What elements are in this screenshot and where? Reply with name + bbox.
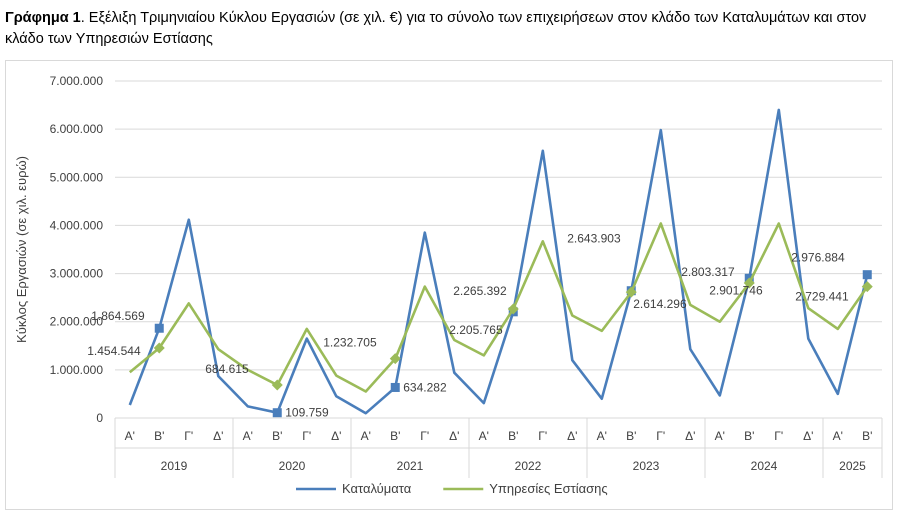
x-year-label: 2019 — [161, 459, 188, 473]
y-tick-label: 1.000.000 — [50, 363, 104, 377]
data-point-marker — [861, 281, 873, 293]
x-year-label: 2020 — [279, 459, 306, 473]
x-tick-label: Γ' — [656, 429, 665, 443]
data-point-marker — [154, 323, 164, 333]
x-tick-label: Β' — [272, 429, 282, 443]
y-tick-label: 5.000.000 — [50, 170, 104, 184]
data-label: 1.864.569 — [91, 309, 145, 323]
y-tick-label: 0 — [96, 411, 103, 425]
y-axis-title: Κύκλος Εργασιών (σε χιλ. ευρώ) — [14, 156, 29, 343]
line-chart: 0 1.000.000 2.000.000 3.000.000 4.000.000 5.0… — [14, 74, 883, 496]
data-label: 1.454.544 — [87, 344, 141, 358]
data-point-marker — [271, 379, 283, 391]
legend: Καταλύματα Υπηρεσίες Εστίασης — [296, 481, 608, 496]
series-lines — [128, 108, 873, 418]
x-tick-label: Β' — [508, 429, 518, 443]
data-label: 2.729.441 — [795, 290, 849, 304]
x-tick-label: Β' — [862, 429, 872, 443]
chart-caption: Γράφημα 1. Εξέλιξη Τριμηνιαίου Κύκλου Ερ… — [5, 8, 895, 50]
x-tick-label: Α' — [597, 429, 607, 443]
x-tick-label: Δ' — [803, 429, 813, 443]
data-point-marker — [390, 382, 400, 392]
data-label: 2.803.317 — [681, 265, 735, 279]
data-label: 2.643.903 — [567, 232, 621, 246]
x-tick-label: Γ' — [774, 429, 783, 443]
x-tick-label: Γ' — [538, 429, 547, 443]
data-point-marker — [862, 270, 872, 280]
data-point-marker — [153, 342, 165, 354]
x-tick-label: Δ' — [685, 429, 695, 443]
y-tick-label: 3.000.000 — [50, 267, 104, 281]
data-label: 2.901.746 — [709, 283, 763, 297]
x-tick-label: Β' — [744, 429, 754, 443]
x-tick-label: Β' — [154, 429, 164, 443]
y-tick-label: 6.000.000 — [50, 122, 104, 136]
y-tick-label: 4.000.000 — [50, 218, 104, 232]
x-year-label: 2023 — [633, 459, 660, 473]
data-label: 684.615 — [205, 362, 249, 376]
gridlines — [115, 80, 882, 419]
x-tick-label: Α' — [479, 429, 489, 443]
data-label: 634.282 — [403, 380, 447, 394]
data-labels: 1.864.569 109.759 634.282 2.205.765 2.643.90… — [87, 232, 849, 420]
y-tick-label: 7.000.000 — [50, 74, 104, 88]
caption-label: Γράφημα 1 — [5, 10, 81, 26]
x-tick-label: Β' — [626, 429, 636, 443]
data-label: 2.614.296 — [633, 297, 687, 311]
series-line-2 — [128, 222, 869, 393]
x-tick-label: Α' — [243, 429, 253, 443]
x-tick-label: Γ' — [184, 429, 193, 443]
data-point-marker — [625, 286, 637, 298]
x-year-label: 2021 — [397, 459, 424, 473]
x-tick-label: Δ' — [449, 429, 459, 443]
data-point-marker — [272, 408, 282, 418]
data-point-marker — [389, 353, 401, 365]
x-tick-label: Δ' — [331, 429, 341, 443]
x-year-label: 2024 — [751, 459, 778, 473]
x-tick-label: Δ' — [567, 429, 577, 443]
x-tick-label: Α' — [833, 429, 843, 443]
x-tick-label: Α' — [125, 429, 135, 443]
legend-label-2: Υπηρεσίες Εστίασης — [489, 481, 607, 496]
x-tick-label: Α' — [361, 429, 371, 443]
series-line-1 — [128, 108, 869, 415]
legend-label-1: Καταλύματα — [342, 481, 412, 496]
data-label: 2.205.765 — [449, 323, 503, 337]
y-tick-label: 2.000.000 — [50, 315, 104, 329]
x-year-label: 2022 — [515, 459, 542, 473]
data-point-marker — [507, 303, 519, 315]
data-point-marker — [743, 277, 755, 289]
chart-frame: 0 1.000.000 2.000.000 3.000.000 4.000.000 5.0… — [5, 60, 893, 510]
axes: 0 1.000.000 2.000.000 3.000.000 4.000.000 5.0… — [14, 74, 883, 478]
data-label: 2.265.392 — [453, 284, 507, 298]
x-tick-label: Δ' — [213, 429, 223, 443]
data-label: 109.759 — [285, 406, 329, 420]
x-tick-label: Α' — [715, 429, 725, 443]
x-year-label: 2025 — [839, 459, 866, 473]
caption-text: . Εξέλιξη Τριμηνιαίου Κύκλου Εργασιών (σ… — [5, 10, 867, 47]
data-label: 1.232.705 — [323, 336, 377, 350]
x-tick-label: Β' — [390, 429, 400, 443]
x-tick-label: Γ' — [302, 429, 311, 443]
x-tick-label: Γ' — [420, 429, 429, 443]
data-label: 2.976.884 — [791, 251, 845, 265]
